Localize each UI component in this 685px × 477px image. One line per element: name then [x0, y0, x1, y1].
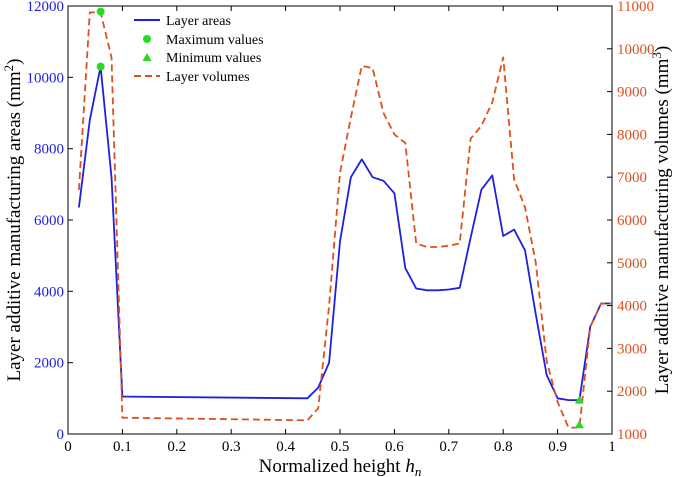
legend-label-maximum: Maximum values — [166, 33, 264, 48]
x-tick-label: 1 — [608, 439, 616, 455]
minimum-marker — [574, 420, 584, 429]
marker-layer — [96, 7, 584, 429]
legend-label-layer-volumes: Layer volumes — [166, 70, 250, 85]
y-right-tick-label: 9000 — [617, 85, 647, 101]
y-right-tick-label: 8000 — [617, 127, 647, 143]
y-left-tick-label: 2000 — [34, 356, 64, 372]
y-axis-right-title: Layer additive manufacturing volumes (mm… — [649, 46, 673, 394]
y-left-tick-label: 0 — [57, 427, 65, 443]
y-right-tick-label: 10000 — [617, 42, 655, 58]
plot-frame — [67, 5, 613, 435]
y-axis-left: 0 2000 4000 6000 8000 10000 12000 — [27, 0, 73, 443]
x-tick-label: 0.3 — [222, 439, 241, 455]
y-right-tick-label: 11000 — [617, 0, 654, 15]
y-right-tick-label: 6000 — [617, 213, 647, 229]
y-left-tick-label: 10000 — [27, 70, 65, 86]
x-tick-label: 0.4 — [276, 439, 295, 455]
y-axis-right: 1000 2000 3000 4000 5000 6000 7000 8000 9000 1000… — [607, 0, 655, 443]
y-axis-left-title-text: Layer additive manufacturing areas — [4, 112, 25, 382]
legend-swatch-minimum — [142, 53, 152, 61]
x-axis-title: Normalized height hn — [259, 456, 422, 477]
y-left-tick-label: 8000 — [34, 142, 64, 158]
x-tick-label: 0.1 — [113, 439, 132, 455]
series-layer-volumes-line — [78, 11, 612, 429]
y-right-tick-label: 2000 — [617, 384, 647, 400]
y-axis-left-unit-close: ) — [4, 58, 25, 64]
y-axis-left-title: Layer additive manufacturing areas (mm2) — [1, 58, 25, 381]
y-right-tick-label: 7000 — [617, 170, 647, 186]
y-axis-right-unit-open: (mm — [652, 58, 673, 94]
x-axis-title-text: Normalized height — [259, 456, 402, 477]
x-axis: 0 0.1 0.2 0.3 0.4 0.5 0.6 0.7 0.8 0.9 1 — [64, 6, 616, 455]
x-tick-label: 0.7 — [439, 439, 458, 455]
x-tick-label: 0.9 — [548, 439, 567, 455]
y-right-tick-label: 5000 — [617, 256, 647, 272]
legend: Layer areas Maximum values Minimum value… — [134, 14, 264, 85]
x-tick-label: 0 — [64, 439, 72, 455]
y-right-tick-label: 1000 — [617, 427, 647, 443]
series-layer-areas-line — [78, 65, 612, 402]
series-layer — [78, 11, 612, 429]
y-axis-right-title-text: Layer additive manufacturing volumes — [652, 99, 673, 394]
x-tick-label: 0.6 — [385, 439, 404, 455]
x-tick-label: 0.5 — [331, 439, 350, 455]
y-left-tick-label: 12000 — [27, 0, 65, 15]
x-axis-title-sub: n — [415, 464, 422, 477]
x-tick-label: 0.8 — [494, 439, 513, 455]
legend-label-layer-areas: Layer areas — [166, 14, 231, 29]
y-axis-left-unit-sup: 2 — [1, 65, 16, 72]
maximum-marker — [96, 62, 105, 71]
y-right-tick-label: 3000 — [617, 341, 647, 357]
y-right-tick-label: 4000 — [617, 299, 647, 315]
legend-swatch-maximum — [143, 35, 151, 43]
y-left-tick-label: 4000 — [34, 284, 64, 300]
y-axis-right-unit-sup: 3 — [649, 52, 664, 59]
y-axis-left-unit-open: (mm — [4, 71, 25, 107]
x-tick-label: 0.2 — [167, 439, 186, 455]
y-left-tick-label: 6000 — [34, 213, 64, 229]
y-axis-right-unit-close: ) — [652, 46, 673, 52]
x-axis-title-var: h — [405, 456, 415, 477]
minimum-marker — [574, 395, 584, 404]
maximum-marker — [96, 7, 105, 16]
legend-label-minimum: Minimum values — [166, 51, 261, 66]
